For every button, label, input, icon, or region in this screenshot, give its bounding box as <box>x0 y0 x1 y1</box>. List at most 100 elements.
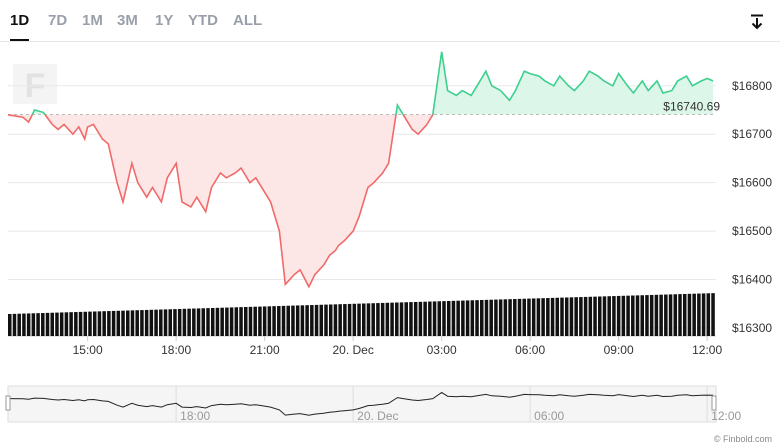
volume-bar <box>291 305 295 336</box>
volume-bar <box>376 303 380 336</box>
volume-bar <box>701 293 706 336</box>
x-axis: 15:00 18:00 21:00 20. Dec 03:00 06:00 09:00 12:… <box>8 335 722 357</box>
y-tick-label: $16600 <box>732 176 772 190</box>
range-tabs: 1D 7D 1M 3M 1Y YTD ALL <box>0 0 780 42</box>
volume-bar <box>272 306 276 336</box>
y-tick-label: $16300 <box>732 321 772 335</box>
volume-bar <box>598 296 602 336</box>
price-line-down <box>7 114 34 124</box>
volume-bar <box>480 300 484 336</box>
price-line-up <box>31 109 46 115</box>
volume-bar <box>324 304 328 336</box>
volume-bar <box>225 307 229 336</box>
volume-bar <box>116 310 121 336</box>
volume-bar <box>418 301 423 336</box>
volume-bar <box>395 302 399 336</box>
tab-3m[interactable]: 3M <box>117 12 138 29</box>
volume-bar <box>442 301 446 336</box>
tab-ytd[interactable]: YTD <box>188 12 218 29</box>
volume-bar <box>687 293 692 336</box>
reference-price-label: $16740.69 <box>663 99 720 113</box>
volume-bar <box>12 313 17 336</box>
tab-1y[interactable]: 1Y <box>155 12 174 29</box>
volume-bar <box>277 306 281 336</box>
volume-bar <box>385 302 390 336</box>
volume-bar <box>210 307 215 336</box>
volume-bar <box>593 296 597 336</box>
navigator-tick-label: 18:00 <box>180 409 210 423</box>
price-lines <box>7 51 714 289</box>
volume-bar <box>456 300 460 336</box>
volume-bar <box>74 312 78 336</box>
volume-bar <box>668 294 673 336</box>
volume-bar <box>437 301 442 336</box>
volume-bar <box>564 297 569 336</box>
volume-bar <box>697 293 701 336</box>
tab-7d[interactable]: 7D <box>48 12 68 29</box>
volume-bar <box>616 295 621 336</box>
volume-bar <box>390 302 394 336</box>
volume-bar <box>314 304 319 336</box>
volume-bar <box>182 308 187 336</box>
volume-bar <box>451 300 456 336</box>
volume-bar <box>144 309 149 336</box>
volume-bar <box>50 312 54 336</box>
volume-bar <box>560 297 564 336</box>
volume-bar <box>645 295 649 336</box>
volume-bar <box>88 311 92 336</box>
volume-bar <box>513 299 517 336</box>
volume-bar <box>215 307 220 336</box>
tab-all[interactable]: ALL <box>233 12 263 29</box>
x-tick-label: 06:00 <box>515 343 545 357</box>
area-below <box>403 114 433 135</box>
volume-bar <box>206 308 210 336</box>
volume-bar <box>470 300 475 336</box>
volume-bar <box>555 297 560 336</box>
x-tick-label: 09:00 <box>604 343 634 357</box>
tab-1m[interactable]: 1M <box>82 12 103 29</box>
volume-bar <box>531 298 536 336</box>
price-line-up <box>395 102 404 115</box>
volume-bar <box>234 307 239 336</box>
navigator[interactable]: 18:00 20. Dec 06:00 12:00 <box>5 385 742 423</box>
volume-bar <box>432 301 437 336</box>
tab-1d[interactable]: 1D <box>10 12 30 41</box>
x-tick-label: 12:00 <box>692 343 722 357</box>
volume-bar <box>574 297 578 336</box>
volume-bar <box>517 298 522 336</box>
volume-bar <box>130 310 135 336</box>
x-tick-label: 21:00 <box>250 343 280 357</box>
volume-bar <box>69 312 73 336</box>
tab-divider <box>0 41 780 42</box>
volume-bar <box>187 308 191 336</box>
volume-bar <box>281 305 286 336</box>
volume-bar <box>159 309 163 336</box>
volume-bar <box>621 295 626 336</box>
volume-bar <box>649 294 654 336</box>
volume-bar <box>26 313 31 336</box>
volume-bar <box>579 297 583 336</box>
price-line-down <box>44 114 397 289</box>
volume-bar <box>640 295 644 336</box>
volume-bar <box>253 306 257 336</box>
volume-bar <box>239 307 243 336</box>
volume-bar <box>465 300 470 336</box>
volume-bar <box>362 303 366 336</box>
volume-bar <box>126 310 130 336</box>
volume-bar <box>220 307 224 336</box>
x-tick-label: 03:00 <box>427 343 457 357</box>
area-below <box>44 114 397 287</box>
volume-bar <box>338 304 342 336</box>
volume-bar <box>489 299 493 336</box>
volume-bar <box>17 313 21 336</box>
y-tick-label: $16800 <box>732 79 772 93</box>
volume-bar <box>121 310 125 336</box>
volume-bar <box>635 295 640 336</box>
volume-bar <box>588 296 593 336</box>
download-icon[interactable] <box>750 14 764 30</box>
volume-bar <box>475 300 479 336</box>
volume-bar <box>371 303 375 336</box>
volume-bar <box>659 294 663 336</box>
volume-bar <box>229 307 234 336</box>
